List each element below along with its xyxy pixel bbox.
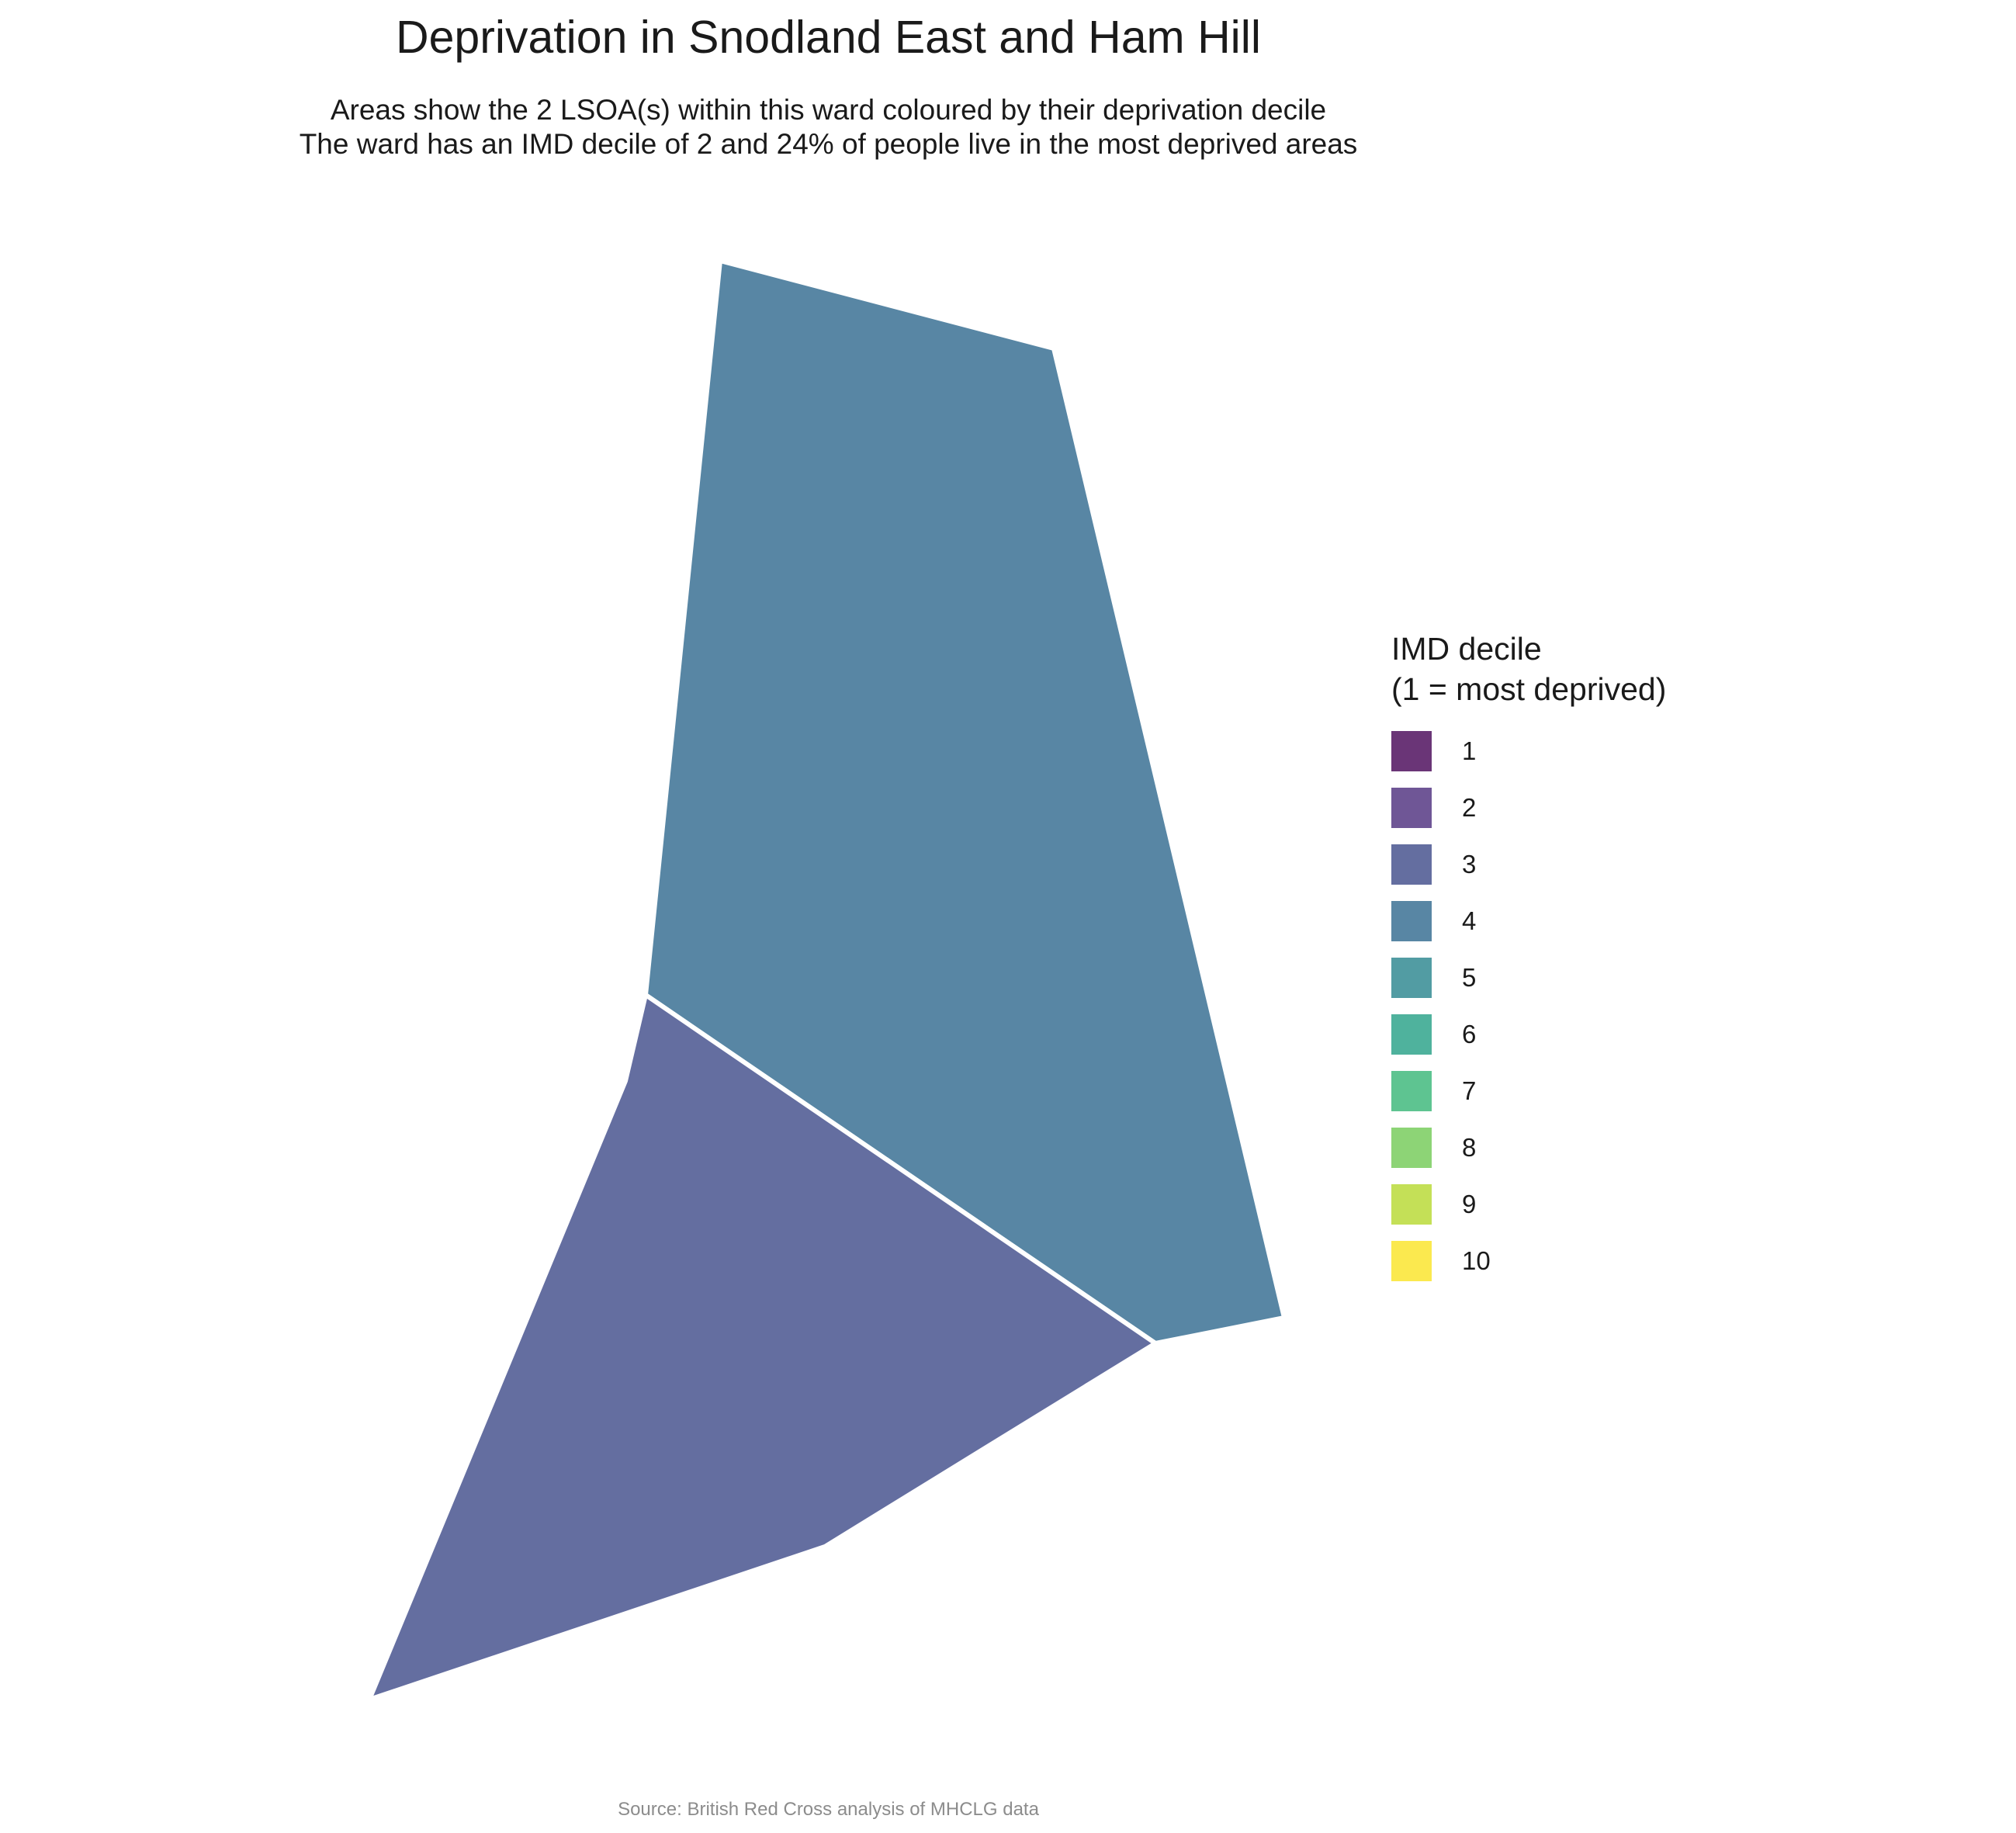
legend-swatch [1391, 1128, 1432, 1168]
legend-label: 5 [1462, 963, 1477, 992]
subtitle-line-2: The ward has an IMD decile of 2 and 24% … [299, 128, 1358, 160]
source-caption: Source: British Red Cross analysis of MH… [618, 1799, 1039, 1820]
legend-swatch [1391, 1184, 1432, 1225]
legend-label: 7 [1462, 1076, 1477, 1105]
legend-item: 2 [1391, 788, 1666, 844]
legend-title: IMD decile (1 = most deprived) [1391, 629, 1666, 709]
legend-label: 10 [1462, 1246, 1491, 1275]
lsoa-area-south[interactable] [367, 993, 1158, 1702]
legend-item: 5 [1391, 958, 1666, 1014]
legend-label: 8 [1462, 1133, 1477, 1162]
chart-subtitle: Areas show the 2 LSOA(s) within this war… [0, 93, 1657, 161]
legend-item: 8 [1391, 1128, 1666, 1184]
subtitle-line-1: Areas show the 2 LSOA(s) within this war… [330, 94, 1327, 126]
legend-item: 3 [1391, 844, 1666, 901]
legend-swatch [1391, 1014, 1432, 1055]
legend-title-line-2: (1 = most deprived) [1391, 671, 1667, 707]
legend-title-line-1: IMD decile [1391, 631, 1542, 667]
legend-label: 1 [1462, 736, 1477, 765]
chart-title: Deprivation in Snodland East and Ham Hil… [395, 12, 1262, 63]
legend-swatch [1391, 958, 1432, 998]
legend-swatch [1391, 788, 1432, 828]
lsoa-area-north[interactable] [643, 258, 1287, 1346]
legend-swatch [1391, 731, 1432, 771]
legend-swatch [1391, 844, 1432, 885]
legend-items: 1 2 3 4 5 6 7 8 9 10 [1391, 731, 1666, 1298]
legend-label: 6 [1462, 1020, 1477, 1048]
legend-item: 7 [1391, 1071, 1666, 1128]
legend-item: 1 [1391, 731, 1666, 788]
legend-label: 2 [1462, 793, 1477, 822]
legend-label: 4 [1462, 906, 1477, 935]
legend-swatch [1391, 901, 1432, 941]
legend-item: 6 [1391, 1014, 1666, 1071]
legend-swatch [1391, 1071, 1432, 1111]
legend-item: 4 [1391, 901, 1666, 958]
legend: IMD decile (1 = most deprived) 1 2 3 4 5 6 7 8 9… [1391, 629, 1666, 1298]
legend-swatch [1391, 1241, 1432, 1281]
legend-label: 9 [1462, 1190, 1477, 1218]
legend-label: 3 [1462, 850, 1477, 878]
legend-item: 9 [1391, 1184, 1666, 1241]
legend-item: 10 [1391, 1241, 1666, 1298]
